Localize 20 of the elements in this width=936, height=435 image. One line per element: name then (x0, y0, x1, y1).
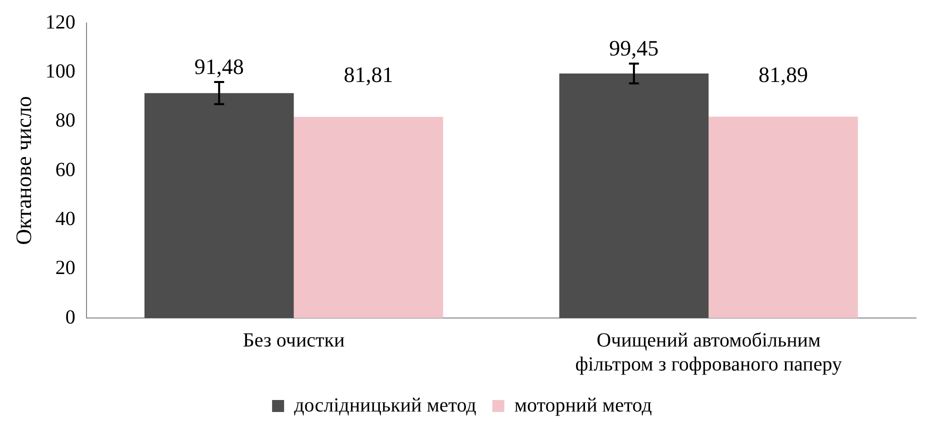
y-tick-label: 60 (55, 158, 76, 181)
x-tick-label: Очищений автомобільним фільтром з гофрованого паперу (575, 329, 842, 376)
bar (144, 93, 294, 318)
bar (294, 116, 444, 318)
legend-label: моторний метод (514, 394, 652, 416)
legend-label: дослідницький метод (294, 394, 476, 416)
data-label: 81,89 (758, 62, 808, 87)
y-tick-label: 80 (55, 110, 76, 132)
y-tick-label: 40 (55, 208, 76, 230)
y-tick-label: 0 (65, 306, 76, 328)
data-label: 91,48 (194, 54, 244, 79)
y-axis-title: Октанове число (10, 96, 36, 245)
bar (559, 74, 709, 318)
y-tick-label: 20 (55, 257, 76, 280)
data-label: 99,45 (609, 35, 659, 60)
y-tick-label: 120 (45, 11, 76, 34)
bar (708, 116, 858, 318)
x-tick-label: Без очистки (242, 329, 345, 352)
y-tick-label: 100 (45, 60, 76, 82)
data-label: 81,81 (344, 62, 394, 88)
